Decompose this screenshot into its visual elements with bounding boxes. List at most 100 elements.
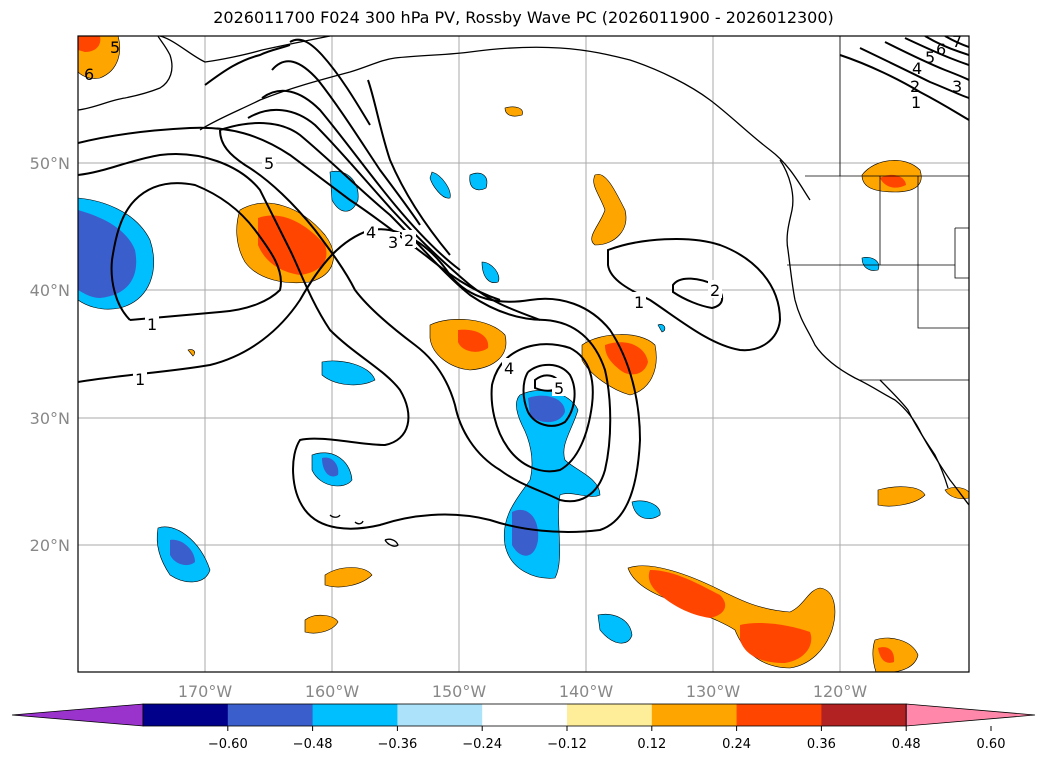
colorbar-swatch [736,704,822,726]
us-states-2 [787,227,969,279]
pos-7 [877,486,926,507]
contour-1-north [204,44,291,86]
contour-label: 4 [366,223,376,242]
contour-1-east [607,238,782,352]
contour-label-bg [386,232,400,250]
contour-label: 2 [910,77,920,96]
lon-label: 170°W [178,682,233,701]
colorbar-swatch [143,704,229,726]
neg-11 [657,324,666,333]
contour-5-inner [289,38,371,126]
contour-label: 1 [147,315,157,334]
positive-anomaly-fills [78,36,969,672]
alaska-north [159,36,331,63]
colorbar-swatch [482,704,568,726]
lat-label: 30°N [30,409,70,428]
contour-4 [261,89,461,271]
colorbar-tick-label: 0.48 [892,737,921,752]
contour-label: 4 [504,359,514,378]
colorbar-tick-label: −0.60 [208,737,248,752]
contour-label: 5 [264,154,274,173]
bc-coast [779,159,969,506]
pos-5-core [605,342,648,375]
pos-12 [872,637,919,672]
map-frame [77,35,970,673]
pos-10 [324,567,373,588]
contour-2-east [672,277,724,310]
pos-13 [187,349,195,357]
contour-label: 4 [912,59,922,78]
contour-ne-3 [884,41,969,81]
contour-3 [247,108,541,321]
lon-label: 130°W [686,682,741,701]
contour-5-center [522,363,576,427]
neg-3 [469,172,488,191]
neg-west-core [78,210,137,298]
contour-label: 7 [952,32,962,51]
contour-ne-4 [904,37,969,66]
colorbar-tick-label: 0.36 [807,737,836,752]
colorbar-tick-label: −0.36 [377,737,417,752]
colorbar-swatch [312,704,398,726]
contour-label-bg [133,369,147,387]
lat-label: 40°N [30,281,70,300]
neg-5 [321,360,376,386]
neg-9 [597,614,633,644]
map-background [78,36,969,672]
pos-11 [304,614,339,634]
pos-6-core [880,174,906,188]
contour-label: 6 [936,40,946,59]
colorbar-extend-max [905,703,1036,727]
contour-label: 3 [388,233,398,252]
longitude-labels: 170°W 160°W 150°W 140°W 130°W 120°W [178,682,868,701]
colorbar-swatch [821,704,907,726]
colorbar-tick-label: −0.12 [547,737,587,752]
neg-2 [429,171,451,199]
colorbar-swatch [397,704,483,726]
pos-8 [944,487,969,500]
pos-9-core-a [648,570,726,618]
contour-label-bg [502,358,516,376]
contour-1-loop [367,79,451,256]
pos-2 [504,106,523,117]
contour-label: 1 [135,370,145,389]
lon-label: 160°W [305,682,360,701]
pos-3 [591,173,627,246]
coastlines [78,36,969,547]
contour-label-bg [402,230,416,248]
neg-6-core [322,457,339,477]
pos-12-core [878,647,895,663]
contour-label: 6 [84,65,94,84]
contour-label-bg [552,378,566,396]
alaska-southern-coast [199,46,811,201]
contour-label: 5 [554,379,564,398]
contour-label-bg [364,222,378,240]
colorbar-extend-min [11,703,144,727]
contour-2 [219,122,612,503]
contour-ne-1 [839,54,969,121]
contour-label: 2 [404,231,414,250]
colorbar-tick-label: 0.12 [637,737,666,752]
contour-1-low [110,182,282,321]
lon-label: 120°W [813,682,868,701]
contour-label-bg [632,292,646,310]
colorbar-swatch [567,704,653,726]
contour-label: 1 [911,93,921,112]
contour-ne-6 [944,36,969,48]
contour-label: 5 [925,48,935,67]
borders [787,36,969,381]
contour-labels: 1 1 1 2 2 3 4 4 5 5 5 6 1 2 3 4 5 6 [84,32,962,398]
neg-center-core-1 [528,395,565,423]
contour-label-bg [708,280,722,298]
contour-label: 2 [710,281,720,300]
contour-4-center [490,343,594,473]
contour-label: 5 [110,38,120,57]
latitude-labels: 50°N 40°N 30°N 20°N [30,154,70,555]
alaska-aleutian-coast [78,36,173,111]
negative-anomaly-fills [78,170,880,644]
colorbar-tick-label: 0.24 [722,737,751,752]
contour-label: 1 [634,293,644,312]
colorbar-tick-label: 0.60 [977,737,1006,752]
